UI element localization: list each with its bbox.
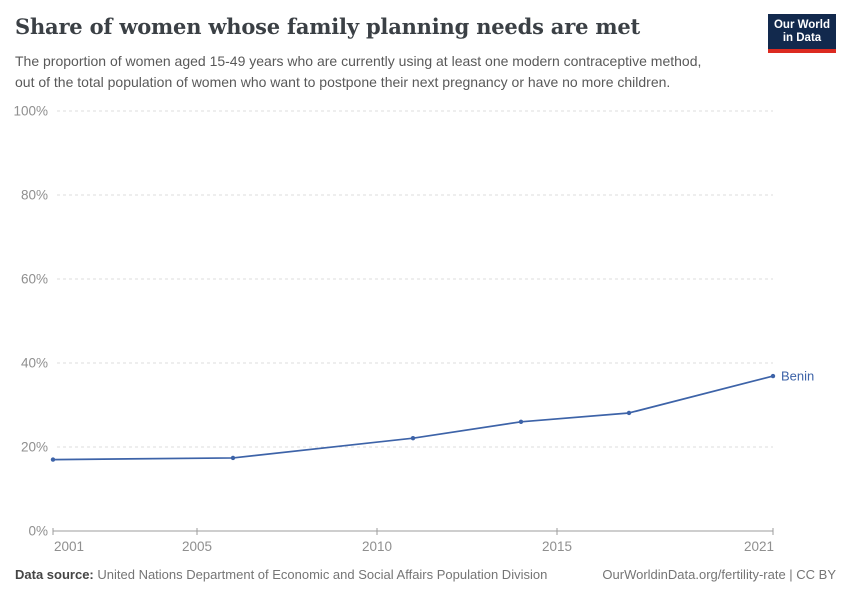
line-chart: 0% 20% 40% 60% 80% 100% 2001 2005 2010 2015 2021 Be… bbox=[13, 104, 814, 555]
x-tick-label: 2010 bbox=[362, 539, 392, 554]
y-tick-label: 60% bbox=[21, 272, 48, 287]
owid-logo[interactable]: Our World in Data bbox=[768, 14, 836, 53]
series-label[interactable]: Benin bbox=[781, 369, 814, 384]
data-point bbox=[410, 435, 416, 441]
chart-footer: Data source: United Nations Department o… bbox=[15, 567, 836, 582]
x-tick-label: 2015 bbox=[542, 539, 572, 554]
data-point bbox=[626, 410, 632, 416]
data-point bbox=[518, 419, 524, 424]
data-source-text: United Nations Department of Economic an… bbox=[97, 567, 548, 582]
data-point bbox=[50, 457, 56, 462]
page-title: Share of women whose family planning nee… bbox=[15, 14, 641, 39]
owid-url-link[interactable]: OurWorldinData.org/fertility-rate | CC B… bbox=[602, 567, 836, 582]
data-source-label: Data source: bbox=[15, 567, 94, 582]
y-tick-label: 20% bbox=[21, 440, 48, 455]
data-source-note: Data source: United Nations Department o… bbox=[15, 567, 547, 582]
owid-logo-line2: in Data bbox=[782, 32, 822, 44]
data-line bbox=[52, 375, 774, 461]
y-tick-label: 0% bbox=[28, 524, 48, 539]
y-tick-label: 40% bbox=[21, 356, 48, 371]
chart-subtitle-line2: out of the total population of women who… bbox=[15, 74, 671, 90]
owid-logo-line1: Our World bbox=[773, 19, 830, 31]
chart-subtitle-line1: The proportion of women aged 15-49 years… bbox=[15, 53, 702, 69]
y-tick-label: 80% bbox=[21, 188, 48, 203]
data-point bbox=[770, 373, 776, 379]
x-tick-label: 2001 bbox=[54, 539, 84, 554]
data-point bbox=[230, 455, 236, 461]
x-tick-label: 2021 bbox=[744, 539, 774, 554]
x-tick-label: 2005 bbox=[182, 539, 212, 554]
chart-subtitle: The proportion of women aged 15-49 years… bbox=[15, 51, 701, 93]
y-tick-label: 100% bbox=[13, 104, 48, 119]
